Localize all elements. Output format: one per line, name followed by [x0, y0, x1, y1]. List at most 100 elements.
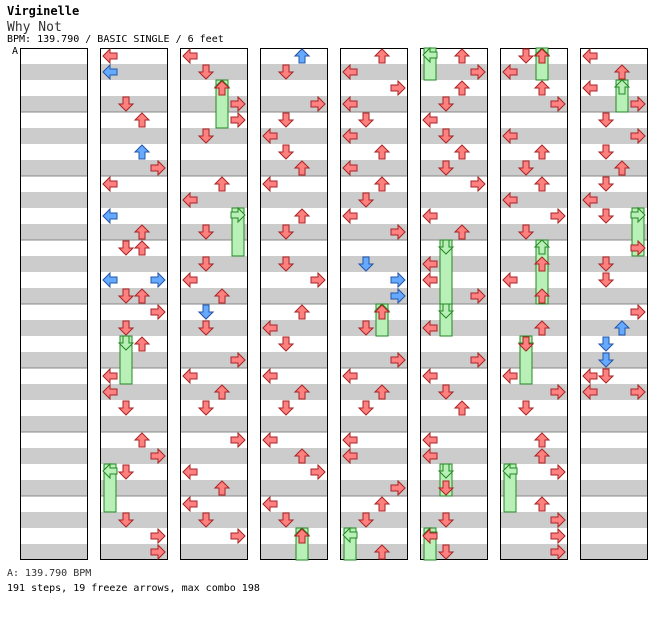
step-arrow-up [533, 432, 551, 448]
beat-stripe [340, 544, 408, 560]
step-arrow-left [502, 191, 518, 209]
step-arrow-left [342, 95, 358, 113]
step-arrow-down [117, 288, 135, 304]
beat-stripe [420, 160, 488, 176]
step-arrow-up [453, 400, 471, 416]
chart-column [340, 48, 408, 561]
step-arrow-down [597, 368, 615, 384]
beat-stripe [580, 352, 648, 368]
beat-stripe [20, 512, 88, 528]
beat-stripe [500, 128, 568, 144]
step-arrow-left [422, 527, 438, 545]
chart-column [20, 48, 88, 560]
beat-stripe [340, 512, 408, 528]
beat-stripe [20, 160, 88, 176]
step-arrow-down [117, 320, 135, 336]
beat-stripe [20, 288, 88, 304]
step-arrow-left [582, 47, 598, 65]
column-border [180, 48, 248, 560]
step-arrow-right [550, 511, 566, 529]
beat-stripe [580, 160, 648, 176]
step-arrow-down [597, 208, 615, 224]
beat-stripe [580, 448, 648, 464]
step-arrow-up [533, 320, 551, 336]
step-arrow-right [230, 351, 246, 369]
step-arrow-up [533, 256, 551, 272]
step-arrow-right [470, 351, 486, 369]
step-arrow-right [230, 111, 246, 129]
step-arrow-up [613, 64, 631, 80]
step-arrow-down [437, 128, 455, 144]
beat-stripe [100, 544, 168, 560]
beat-stripe [260, 352, 328, 368]
beat-stripe [420, 512, 488, 528]
beat-stripe [420, 64, 488, 80]
beat-stripe [580, 192, 648, 208]
freeze-head [630, 206, 646, 224]
step-arrow-down [357, 400, 375, 416]
step-arrow-up [133, 112, 151, 128]
beat-stripe [340, 160, 408, 176]
step-arrow-down [197, 304, 215, 320]
step-arrow-up [133, 288, 151, 304]
step-arrow-right [550, 95, 566, 113]
step-arrow-up [453, 224, 471, 240]
step-arrow-left [102, 175, 118, 193]
chart-column [100, 47, 168, 561]
step-arrow-up [373, 176, 391, 192]
beat-stripe [580, 512, 648, 528]
step-arrow-right [310, 271, 326, 289]
beat-stripe [20, 416, 88, 432]
freeze-head [533, 239, 551, 255]
step-arrow-right [150, 543, 166, 561]
beat-stripe [100, 96, 168, 112]
freeze-head [422, 46, 438, 64]
song-subtitle: Why Not [7, 20, 62, 35]
step-arrow-up [133, 240, 151, 256]
step-arrow-left [582, 367, 598, 385]
beat-stripe [260, 448, 328, 464]
step-arrow-right [390, 271, 406, 289]
step-arrow-left [502, 63, 518, 81]
beat-stripe [100, 480, 168, 496]
freeze-head [437, 303, 455, 319]
step-arrow-up [533, 288, 551, 304]
step-arrow-down [357, 112, 375, 128]
step-arrow-left [502, 367, 518, 385]
column-border [500, 48, 568, 560]
step-arrow-right [150, 527, 166, 545]
step-arrow-up [213, 384, 231, 400]
chart-stats: 191 steps, 19 freeze arrows, max combo 1… [7, 583, 260, 594]
beat-stripe [260, 160, 328, 176]
beat-stripe [180, 512, 248, 528]
beat-stripe [420, 480, 488, 496]
step-arrow-up [293, 304, 311, 320]
step-arrow-right [550, 207, 566, 225]
freeze-head [437, 239, 455, 255]
beat-stripe [260, 480, 328, 496]
step-arrow-left [262, 431, 278, 449]
step-arrow-down [437, 96, 455, 112]
beat-stripe [100, 224, 168, 240]
step-arrow-right [630, 383, 646, 401]
beat-stripe [100, 448, 168, 464]
beat-stripe [100, 320, 168, 336]
beat-stripe [20, 352, 88, 368]
step-arrow-left [182, 191, 198, 209]
step-arrow-down [437, 384, 455, 400]
step-arrow-down [357, 512, 375, 528]
beat-stripe [180, 288, 248, 304]
beat-stripe [420, 288, 488, 304]
beat-stripe [500, 288, 568, 304]
beat-stripe [100, 352, 168, 368]
step-arrow-down [197, 224, 215, 240]
freeze-head [102, 462, 118, 480]
step-arrow-up [613, 320, 631, 336]
beat-stripe [580, 128, 648, 144]
step-arrow-up [293, 160, 311, 176]
step-arrow-down [117, 464, 135, 480]
step-arrow-left [262, 319, 278, 337]
beat-stripe [340, 128, 408, 144]
beat-stripe [420, 320, 488, 336]
